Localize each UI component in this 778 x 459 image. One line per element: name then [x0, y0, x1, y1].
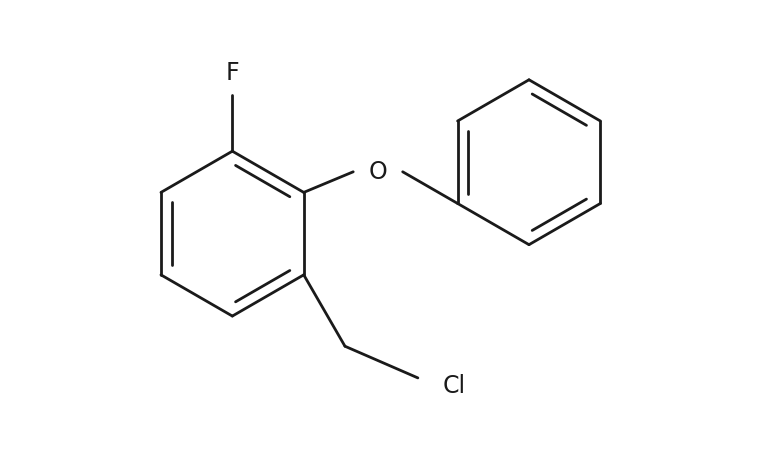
Text: F: F	[226, 61, 239, 85]
Text: O: O	[369, 160, 387, 184]
Text: Cl: Cl	[443, 374, 466, 398]
